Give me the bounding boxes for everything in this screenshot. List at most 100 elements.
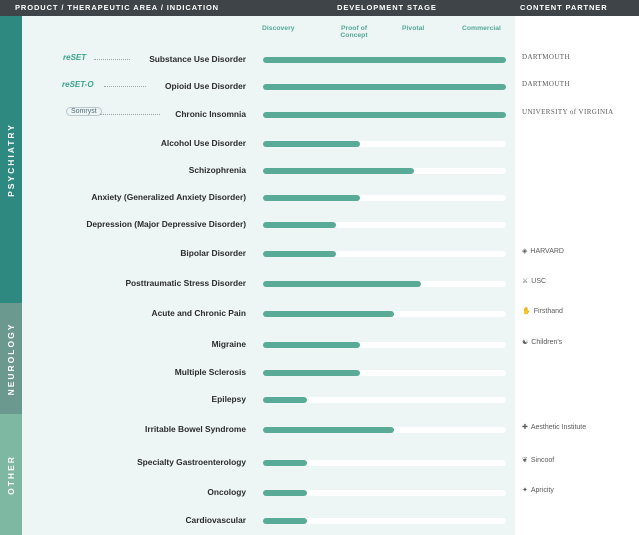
stage-commercial: Commercial	[462, 25, 501, 32]
partner-name: DARTMOUTH	[522, 53, 570, 61]
pipeline-row: Schizophrenia	[0, 164, 639, 178]
indication-label: Depression (Major Depressive Disorder)	[86, 219, 246, 229]
stage-track	[263, 460, 506, 466]
leader-line	[100, 114, 160, 115]
stage-progress-bar	[263, 168, 414, 174]
stage-track	[263, 281, 506, 287]
stage-progress-bar	[263, 370, 360, 376]
stage-discovery: Discovery	[262, 25, 295, 32]
stage-pivotal: Pivotal	[402, 25, 425, 32]
partner-name: Aesthetic Institute	[530, 423, 587, 431]
partner-logo: DARTMOUTH	[522, 80, 570, 88]
partner-logo: ⚔ USC	[522, 277, 546, 285]
group-band-psychiatry: PSYCHIATRY	[0, 16, 22, 303]
stage-progress-bar	[263, 518, 307, 524]
star-icon: ✦	[522, 487, 528, 494]
partner-logo: ☯ Children's	[522, 338, 562, 346]
pipeline-row: Alcohol Use Disorder	[0, 137, 639, 151]
pipeline-row: Posttraumatic Stress Disorder ⚔ USC	[0, 277, 639, 291]
indication-label: Oncology	[207, 487, 246, 497]
pipeline-row: Specialty Gastroenterology ❦ Sincoof	[0, 456, 639, 470]
stage-progress-bar	[263, 195, 360, 201]
pipeline-row: Somryst Chronic Insomnia UNIVERSITY of VIR…	[0, 107, 639, 122]
stage-track	[263, 370, 506, 376]
indication-label: Epilepsy	[211, 394, 246, 404]
group-label-psychiatry: PSYCHIATRY	[6, 122, 16, 197]
stage-track	[263, 490, 506, 496]
stage-track	[263, 427, 506, 433]
leaf-icon: ❦	[522, 457, 528, 464]
stage-progress-bar	[263, 57, 506, 63]
indication-label: Multiple Sclerosis	[174, 367, 246, 377]
partner-name: Apricity	[530, 486, 554, 494]
stage-progress-bar	[263, 222, 336, 228]
stage-track	[263, 342, 506, 348]
indication-label: Alcohol Use Disorder	[160, 138, 246, 148]
product-logo: reSET-O	[62, 80, 94, 89]
indication-label: Specialty Gastroenterology	[137, 457, 246, 467]
product-logo: Somryst	[66, 107, 102, 116]
indication-label: Schizophrenia	[188, 165, 246, 175]
stage-track	[263, 112, 506, 118]
stage-progress-bar	[263, 311, 394, 317]
indication-label: Migraine	[211, 339, 246, 349]
partner-name: Sincoof	[530, 456, 555, 464]
partner-logo: ◈ HARVARD	[522, 247, 564, 255]
group-band-neurology: NEUROLOGY	[0, 303, 22, 414]
indication-label: Bipolar Disorder	[180, 248, 246, 258]
pipeline-row: reSET Substance Use Disorder DARTMOUTH	[0, 53, 639, 67]
partner-name: Children's	[531, 338, 563, 346]
pipeline-row: Acute and Chronic Pain ✋ Firsthand	[0, 307, 639, 321]
stage-progress-bar	[263, 460, 307, 466]
stage-track	[263, 84, 506, 90]
stage-progress-bar	[263, 427, 394, 433]
stage-progress-bar	[263, 342, 360, 348]
indication-label: Chronic Insomnia	[175, 109, 246, 119]
stage-track	[263, 518, 506, 524]
leader-line	[94, 59, 130, 60]
partner-name: UNIVERSITY of VIRGINIA	[522, 108, 614, 116]
stage-progress-bar	[263, 84, 506, 90]
pipeline-row: Epilepsy	[0, 393, 639, 407]
pipeline-row: Cardiovascular	[0, 514, 639, 528]
stage-track	[263, 195, 506, 201]
pipeline-row: Migraine ☯ Children's	[0, 338, 639, 352]
stage-track	[263, 57, 506, 63]
cross-icon: ✚	[522, 424, 528, 431]
stage-track	[263, 141, 506, 147]
product-logo: reSET	[63, 53, 87, 62]
pipeline-row: Oncology ✦ Apricity	[0, 486, 639, 500]
pipeline-row: Irritable Bowel Syndrome ✚ Aesthetic Insti…	[0, 423, 639, 437]
group-label-neurology: NEUROLOGY	[6, 322, 16, 395]
partner-logo: ✚ Aesthetic Institute	[522, 423, 586, 431]
stage-progress-bar	[263, 490, 307, 496]
partner-logo: UNIVERSITY of VIRGINIA	[522, 108, 614, 116]
partner-logo: ✦ Apricity	[522, 486, 554, 494]
indication-label: Acute and Chronic Pain	[151, 308, 246, 318]
trojan-icon: ⚔	[522, 278, 529, 285]
indication-label: Anxiety (Generalized Anxiety Disorder)	[91, 192, 246, 202]
stage-progress-bar	[263, 281, 421, 287]
header-col-partner: CONTENT PARTNER	[520, 3, 608, 12]
pipeline-panel	[22, 16, 515, 535]
swirl-icon: ☯	[522, 339, 529, 346]
indication-label: Posttraumatic Stress Disorder	[125, 278, 246, 288]
indication-label: Opioid Use Disorder	[165, 81, 246, 91]
partner-name: USC	[531, 277, 547, 285]
indication-label: Irritable Bowel Syndrome	[145, 424, 246, 434]
partner-name: HARVARD	[530, 247, 564, 255]
pipeline-row: Bipolar Disorder ◈ HARVARD	[0, 247, 639, 261]
partner-logo: ✋ Firsthand	[522, 307, 563, 315]
hand-icon: ✋	[522, 308, 531, 315]
stage-track	[263, 251, 506, 257]
stage-track	[263, 397, 506, 403]
pipeline-row: reSET-O Opioid Use Disorder DARTMOUTH	[0, 80, 639, 94]
stage-proof-of-concept: Proof of Concept	[340, 25, 368, 39]
pipeline-row: Depression (Major Depressive Disorder)	[0, 218, 639, 232]
header-col-product: PRODUCT / THERAPEUTIC AREA / INDICATION	[15, 3, 219, 12]
stage-track	[263, 168, 506, 174]
indication-label: Substance Use Disorder	[149, 54, 246, 64]
partner-logo: DARTMOUTH	[522, 53, 570, 61]
header-bar: PRODUCT / THERAPEUTIC AREA / INDICATION …	[0, 0, 639, 16]
partner-name: Firsthand	[533, 307, 563, 315]
